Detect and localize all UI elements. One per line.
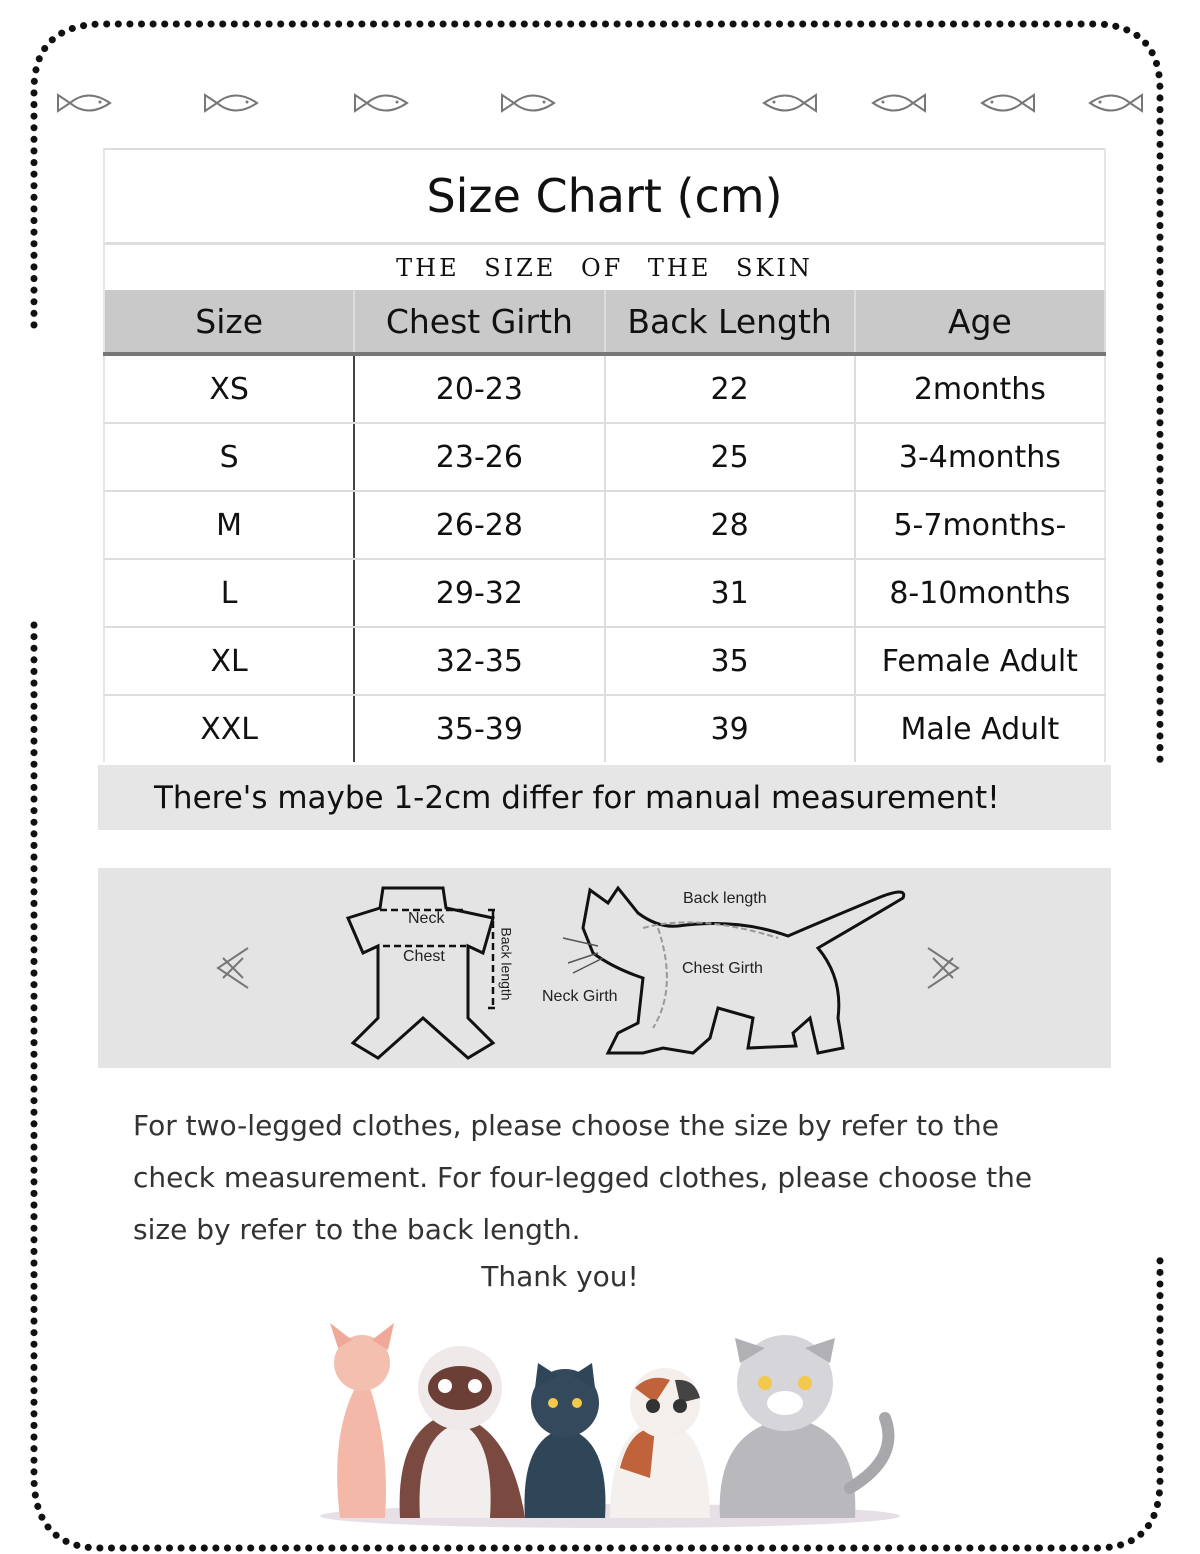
brown-white-cat [399,1346,525,1518]
cell-back-length: 25 [606,424,856,490]
cell-size: M [103,492,356,558]
cell-size: S [103,424,356,490]
table-row: M 26-28 28 5-7months- [103,492,1106,560]
cell-chest-girth: 29-32 [355,560,606,626]
instructions-text: For two-legged clothes, please choose th… [133,1109,1033,1246]
page-title: Size Chart (cm) [103,148,1106,245]
fish-icon [980,93,1035,113]
header-age: Age [856,290,1106,352]
cell-chest-girth: 35-39 [355,696,606,762]
fish-icon [204,93,259,113]
table-header: Size Chest Girth Back Length Age [103,290,1106,356]
cell-back-length: 35 [606,628,856,694]
cell-back-length: 22 [606,356,856,422]
table-row: S 23-26 25 3-4months [103,424,1106,492]
fish-icon [354,93,409,113]
chest-label: Chest [403,948,445,965]
cell-age: 8-10months [856,560,1106,626]
cell-back-length: 39 [606,696,856,762]
fish-icon [501,93,556,113]
size-table: Size Chart (cm) THE SIZE OF THE SKIN Siz… [103,148,1106,762]
sphynx-cat [330,1323,394,1518]
fish-icon [762,93,817,113]
cell-size: XXL [103,696,356,762]
cell-back-length: 28 [606,492,856,558]
diagram-drawing [216,885,960,1060]
grey-tabby-cat [719,1335,895,1518]
fish-icon [1088,93,1143,113]
neck-label: Neck [408,910,445,927]
right-arrow-icon [927,947,960,989]
table-row: XXL 35-39 39 Male Adult [103,696,1106,762]
cell-back-length: 31 [606,560,856,626]
back-length-vertical-label: Back length [498,927,515,1001]
fish-icon [871,93,926,113]
cell-chest-girth: 23-26 [355,424,606,490]
table-row: XL 32-35 35 Female Adult [103,628,1106,696]
table-row: L 29-32 31 8-10months [103,560,1106,628]
neck-girth-label: Neck Girth [542,988,618,1005]
cell-size: XL [103,628,356,694]
left-arrow-icon [216,947,249,989]
cell-size: L [103,560,356,626]
garment-outline [345,886,498,1060]
back-length-label: Back length [683,890,767,907]
cell-chest-girth: 20-23 [355,356,606,422]
calico-cat [610,1368,710,1518]
cell-age: Female Adult [856,628,1106,694]
header-back-length: Back Length [606,290,856,352]
cell-age: 2months [856,356,1106,422]
cell-age: 3-4months [856,424,1106,490]
header-size: Size [103,290,356,352]
measurement-note: There's maybe 1-2cm differ for manual me… [98,765,1111,830]
note-text: There's maybe 1-2cm differ for manual me… [154,779,1000,816]
subtitle: THE SIZE OF THE SKIN [103,245,1106,290]
cat-outline [562,885,906,1055]
table-row: XS 20-23 22 2months [103,356,1106,424]
dark-blue-cat [524,1363,606,1518]
cell-chest-girth: 32-35 [355,628,606,694]
thanks-text: Thank you! [481,1260,639,1293]
chest-girth-label: Chest Girth [682,960,763,977]
cell-age: Male Adult [856,696,1106,762]
cell-chest-girth: 26-28 [355,492,606,558]
measurement-diagram: Neck Chest Back length Back length Chest… [98,868,1111,1068]
cell-size: XS [103,356,356,422]
header-chest-girth: Chest Girth [355,290,606,352]
fish-icon [57,93,112,113]
cats-illustration [320,1323,900,1528]
cell-age: 5-7months- [856,492,1106,558]
